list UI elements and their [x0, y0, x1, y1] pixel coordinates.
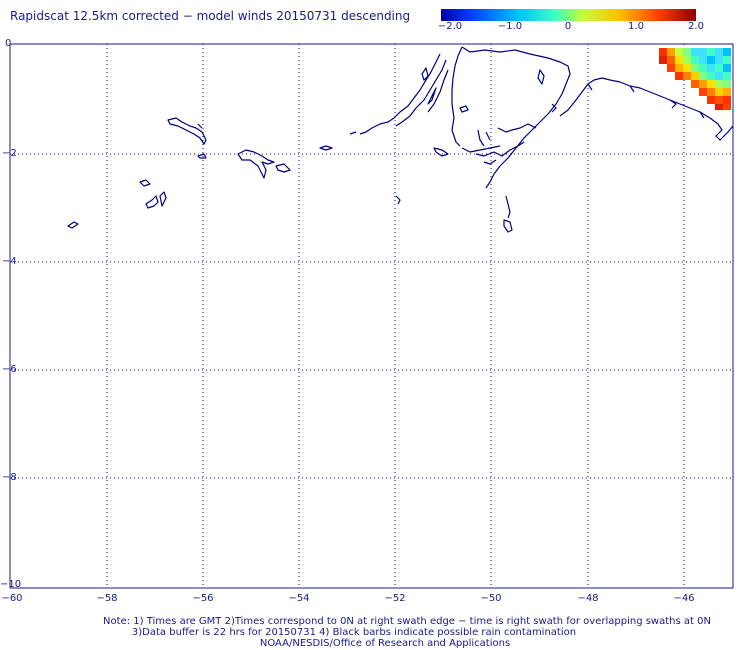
coastline	[67, 46, 734, 233]
y-tick-label: −4	[2, 256, 17, 267]
plot-frame	[9, 43, 734, 589]
y-tick-label: −8	[2, 472, 17, 483]
colorbar-tick-label: −2.0	[437, 21, 463, 32]
x-tick-label: −54	[288, 593, 310, 604]
y-tick-label: −6	[2, 364, 17, 375]
colorbar	[441, 9, 696, 21]
colorbar-tick-label: −1.0	[497, 21, 523, 32]
x-tick-label: −56	[192, 593, 214, 604]
wind-swath	[659, 48, 731, 110]
colorbar-tick-label: 2.0	[688, 21, 704, 32]
note-line-3: NOAA/NESDIS/Office of Research and Appli…	[259, 638, 511, 649]
x-tick-label: −46	[673, 593, 695, 604]
y-tick-label: −2	[2, 148, 17, 159]
gridlines	[10, 44, 733, 588]
y-tick-label: −10	[0, 579, 22, 590]
note-line-1: Note: 1) Times are GMT 2)Times correspon…	[103, 616, 711, 627]
y-tick-label: 0	[5, 38, 12, 49]
x-tick-label: −48	[577, 593, 599, 604]
x-tick-label: −50	[480, 593, 502, 604]
map-title: Rapidscat 12.5km corrected − model winds…	[10, 9, 411, 23]
note-line-2: 3)Data buffer is 22 hrs for 20150731 4) …	[131, 627, 577, 638]
colorbar-tick-label: 1.0	[628, 21, 644, 32]
x-tick-label: −58	[96, 593, 118, 604]
x-tick-label: −52	[384, 593, 406, 604]
colorbar-tick-label: 0	[564, 21, 572, 32]
x-tick-label: −60	[1, 593, 23, 604]
